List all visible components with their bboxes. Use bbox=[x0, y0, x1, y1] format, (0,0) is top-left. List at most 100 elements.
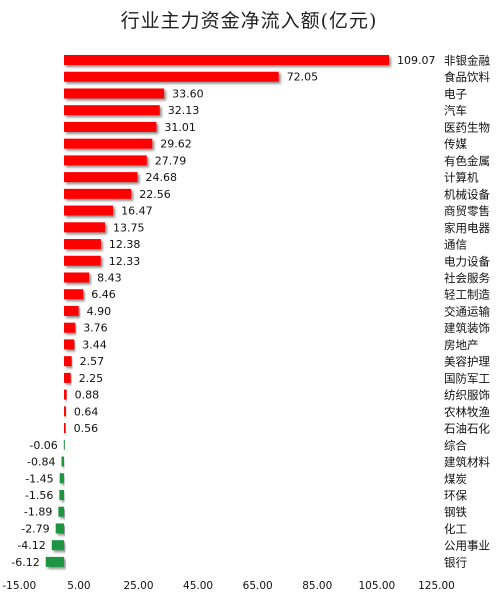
bar-有色金属 bbox=[64, 155, 147, 166]
bar-公用事业 bbox=[51, 540, 64, 551]
bar-纺织服饰 bbox=[64, 389, 67, 400]
category-label: 医药生物 bbox=[444, 120, 490, 134]
value-label: 33.60 bbox=[172, 87, 204, 100]
value-label: 2.57 bbox=[80, 355, 105, 368]
bar-计算机 bbox=[64, 172, 138, 183]
value-label: 0.56 bbox=[74, 422, 99, 435]
bar-汽车 bbox=[64, 105, 160, 116]
value-label: 2.25 bbox=[79, 372, 104, 385]
value-label: -4.12 bbox=[17, 539, 45, 552]
value-label: 3.44 bbox=[82, 338, 107, 351]
bar-传媒 bbox=[64, 138, 153, 149]
bars-group bbox=[45, 55, 389, 567]
value-label: 31.01 bbox=[164, 121, 196, 134]
bar-交通运输 bbox=[64, 305, 79, 316]
category-label: 农林牧渔 bbox=[444, 405, 490, 419]
category-label: 汽车 bbox=[444, 104, 467, 118]
value-label: 3.76 bbox=[83, 322, 108, 335]
category-label: 公用事业 bbox=[444, 539, 490, 553]
category-label: 环保 bbox=[444, 488, 467, 502]
category-label: 非银金融 bbox=[444, 54, 490, 68]
category-label: 建筑材料 bbox=[444, 455, 490, 469]
category-labels-group: 非银金融食品饮料电子汽车医药生物传媒有色金属计算机机械设备商贸零售家用电器通信电… bbox=[444, 54, 490, 570]
bar-通信 bbox=[64, 239, 101, 250]
value-label: 0.88 bbox=[75, 389, 100, 402]
bar-商贸零售 bbox=[64, 205, 114, 216]
bar-社会服务 bbox=[64, 272, 90, 283]
value-label: -1.56 bbox=[25, 489, 53, 502]
category-label: 银行 bbox=[444, 555, 467, 569]
bar-轻工制造 bbox=[64, 289, 84, 300]
chart-title: 行业主力资金净流入额(亿元) bbox=[120, 10, 378, 32]
category-label: 食品饮料 bbox=[444, 70, 490, 84]
category-label: 电子 bbox=[444, 87, 467, 101]
category-label: 综合 bbox=[444, 438, 467, 452]
bar-国防军工 bbox=[64, 372, 71, 383]
category-label: 家用电器 bbox=[444, 221, 490, 235]
value-label: 12.33 bbox=[109, 255, 140, 268]
bar-农林牧渔 bbox=[64, 406, 66, 417]
x-axis-ticks-group: -15.00 5.00 25.00 45.00 65.00 85.00 105.00 125.… bbox=[2, 580, 454, 592]
value-label: -1.89 bbox=[24, 506, 52, 519]
value-label: 24.68 bbox=[146, 171, 178, 184]
category-label: 商贸零售 bbox=[444, 204, 490, 218]
x-tick-label: -15.00 bbox=[2, 580, 36, 592]
bar-医药生物 bbox=[64, 121, 157, 132]
category-label: 社会服务 bbox=[444, 271, 490, 285]
x-tick-label: 65.00 bbox=[243, 580, 273, 592]
category-label: 有色金属 bbox=[444, 154, 490, 168]
category-label: 化工 bbox=[444, 522, 467, 536]
value-label: 27.79 bbox=[155, 154, 187, 167]
value-label: 4.90 bbox=[87, 305, 112, 318]
value-label: 12.38 bbox=[109, 238, 141, 251]
value-label: 8.43 bbox=[97, 271, 122, 284]
value-label: 13.75 bbox=[113, 221, 145, 234]
x-tick-label: 85.00 bbox=[302, 580, 332, 592]
category-label: 房地产 bbox=[444, 338, 479, 352]
value-label: -6.12 bbox=[11, 556, 39, 569]
category-label: 交通运输 bbox=[444, 304, 490, 318]
category-label: 纺织服饰 bbox=[444, 388, 490, 402]
category-label: 建筑装饰 bbox=[444, 321, 490, 335]
category-label: 国防军工 bbox=[444, 371, 490, 385]
bar-建筑装饰 bbox=[64, 322, 76, 333]
value-labels-group: 109.07 72.05 33.60 32.13 31.01 29.62 27.79 24.6… bbox=[11, 54, 435, 569]
x-tick-label: 45.00 bbox=[183, 580, 213, 592]
value-label: 29.62 bbox=[160, 138, 192, 151]
category-label: 美容护理 bbox=[444, 355, 490, 369]
category-label: 钢铁 bbox=[444, 505, 467, 519]
bar-环保 bbox=[59, 489, 64, 500]
bar-电力设备 bbox=[64, 255, 101, 266]
x-tick-label: 125.00 bbox=[418, 580, 455, 592]
bar-房地产 bbox=[64, 339, 75, 350]
bar-石油石化 bbox=[64, 423, 66, 434]
value-label: -2.79 bbox=[21, 522, 49, 535]
value-label: -0.06 bbox=[29, 439, 57, 452]
category-label: 计算机 bbox=[444, 171, 479, 185]
category-label: 煤炭 bbox=[444, 472, 467, 486]
value-label: 32.13 bbox=[168, 104, 200, 117]
bar-电子 bbox=[64, 88, 165, 99]
value-label: 22.56 bbox=[139, 188, 171, 201]
bar-化工 bbox=[55, 523, 64, 534]
bar-家用电器 bbox=[64, 222, 105, 233]
value-label: -1.45 bbox=[25, 472, 53, 485]
category-label: 电力设备 bbox=[444, 254, 490, 268]
bar-钢铁 bbox=[58, 506, 64, 517]
category-label: 轻工制造 bbox=[444, 288, 490, 302]
value-label: 0.64 bbox=[74, 405, 99, 418]
value-label: -0.84 bbox=[27, 456, 55, 469]
x-tick-label: 5.00 bbox=[67, 580, 90, 592]
category-label: 石油石化 bbox=[444, 422, 490, 436]
bar-食品饮料 bbox=[64, 71, 279, 82]
bar-美容护理 bbox=[64, 356, 72, 367]
bar-银行 bbox=[45, 556, 64, 567]
bar-机械设备 bbox=[64, 188, 132, 199]
x-tick-label: 25.00 bbox=[123, 580, 153, 592]
value-label: 109.07 bbox=[397, 54, 436, 67]
x-tick-label: 105.00 bbox=[358, 580, 395, 592]
category-label: 机械设备 bbox=[444, 187, 490, 201]
bar-综合 bbox=[63, 439, 65, 450]
bar-煤炭 bbox=[59, 473, 64, 484]
